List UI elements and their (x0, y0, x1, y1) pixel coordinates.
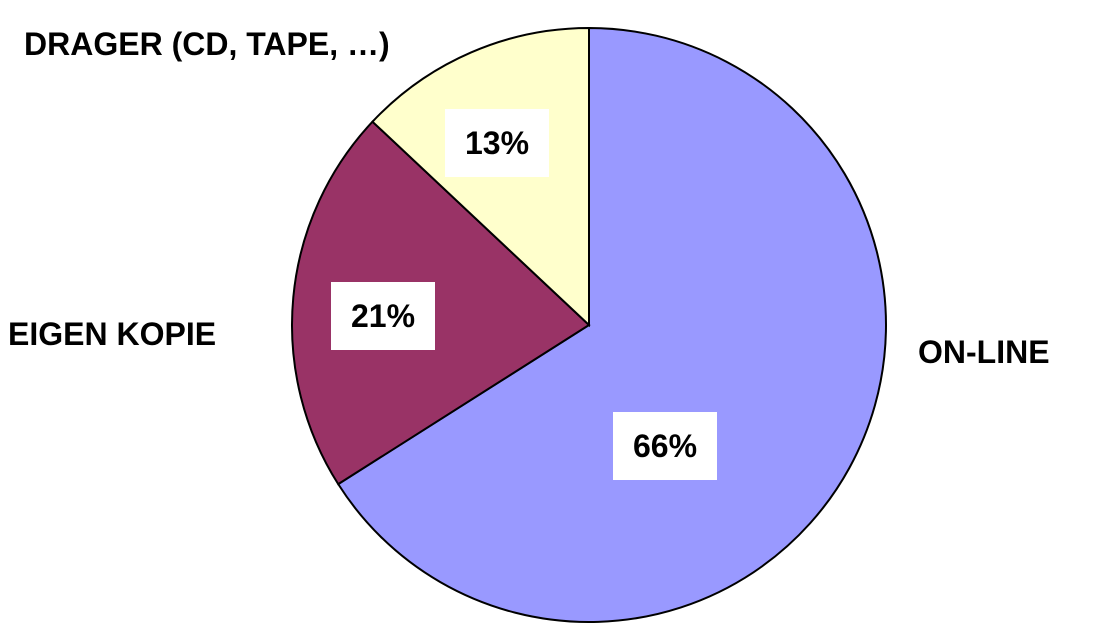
data-label-eigen-kopie: 21% (351, 298, 415, 334)
data-label-box-online (613, 412, 717, 480)
category-label-drager: DRAGER (CD, TAPE, …) (24, 26, 390, 62)
slice-online (336, 26, 887, 623)
data-label-online: 66% (633, 428, 697, 464)
category-label-eigen-kopie: EIGEN KOPIE (8, 316, 216, 352)
category-labels: ON-LINE EIGEN KOPIE DRAGER (CD, TAPE, …) (8, 26, 1050, 370)
data-label-box-eigen-kopie (331, 282, 435, 350)
data-label-box-drager (445, 109, 549, 177)
data-label-drager: 13% (465, 125, 529, 161)
category-label-online: ON-LINE (918, 334, 1050, 370)
data-labels: 66% 21% 13% (331, 109, 717, 480)
slice-eigen-kopie (290, 120, 591, 486)
